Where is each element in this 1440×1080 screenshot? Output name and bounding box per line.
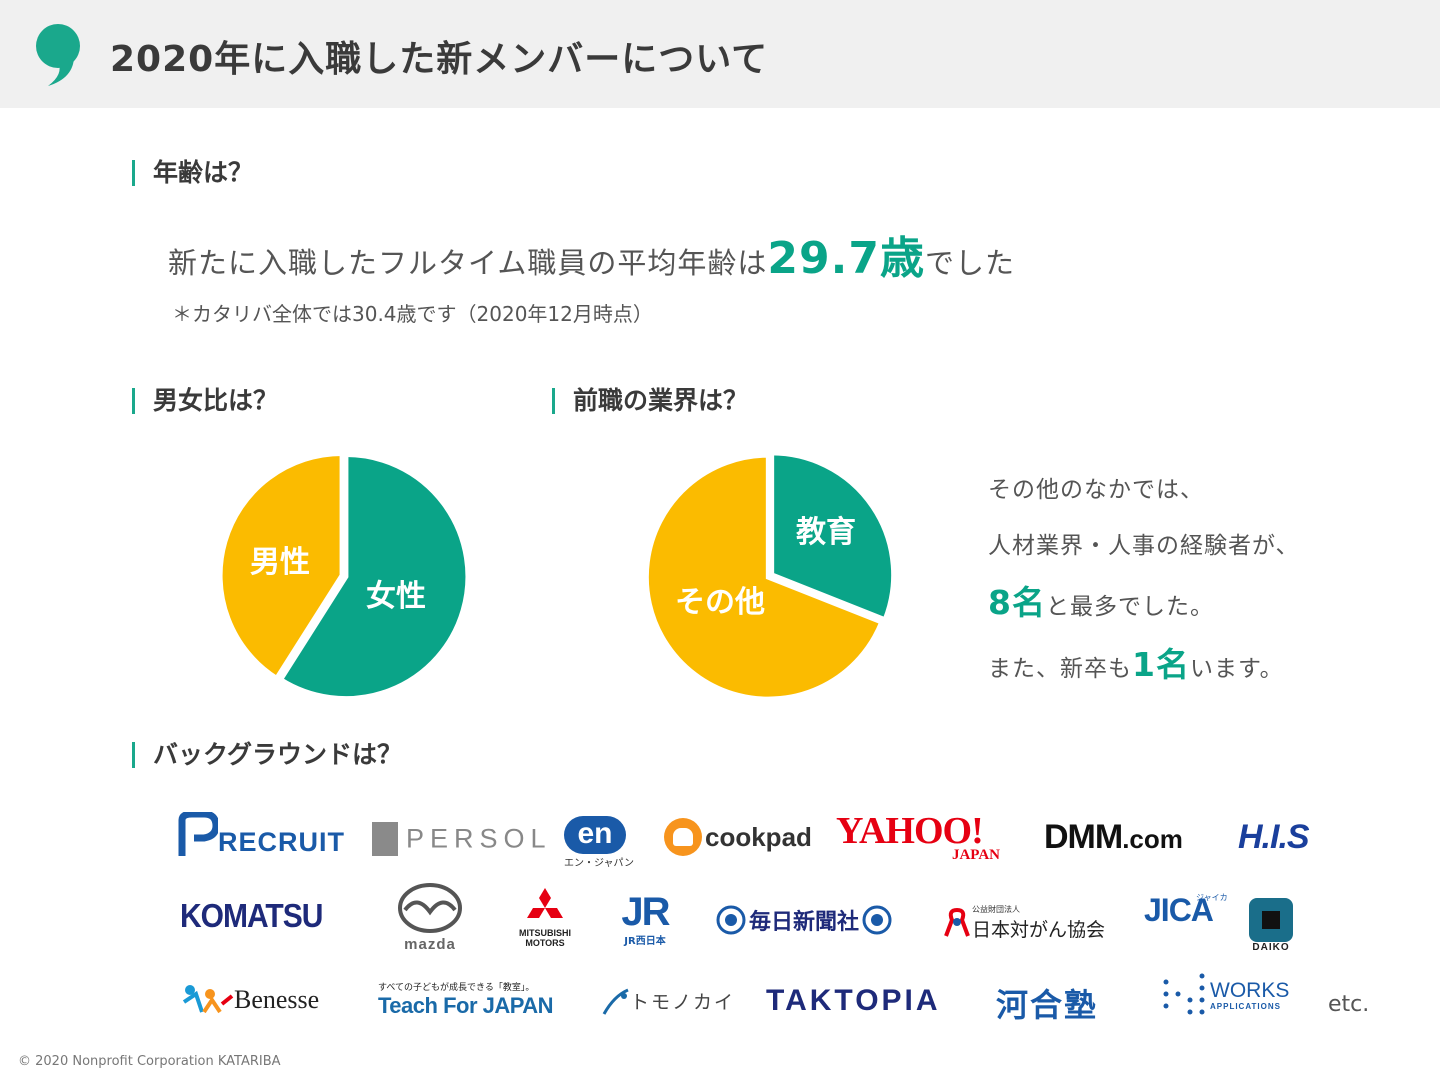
- daiko-wordmark: DAIKO: [1252, 942, 1290, 953]
- pie-slice-female: [277, 452, 471, 702]
- cookpad-wordmark: cookpad: [705, 821, 812, 852]
- logo-daiko: DAIKO: [1246, 898, 1296, 953]
- pie-slice-education: [769, 450, 897, 624]
- works-subtext: APPLICATIONS: [1210, 1001, 1281, 1011]
- works-wordmark: WORKS: [1210, 978, 1290, 1002]
- logo-persol: PERSOL: [372, 822, 552, 856]
- logo-recruit: RECRUIT: [178, 810, 345, 858]
- age-suffix: でした: [924, 246, 1015, 280]
- pie-label-education: 教育: [796, 515, 856, 550]
- age-statement: 新たに入職したフルタイム職員の平均年齢は29.7歳でした: [168, 222, 1015, 286]
- yahoo-wordmark: YAHOO!: [836, 810, 984, 852]
- industry-pie-chart: 教育 その他: [643, 450, 897, 702]
- logo-kawaijuku: 河合塾: [996, 986, 1099, 1024]
- mainichi-eye-icon: [716, 905, 746, 935]
- section-title-industry: 前職の業界は？: [552, 388, 748, 414]
- dmm-wordmark: DMM: [1044, 818, 1123, 856]
- header-bar: 2020年に入職した新メンバーについて: [0, 0, 1440, 108]
- hr-count: 8名: [988, 583, 1046, 622]
- tfj-wordmark: Teach For JAPAN: [378, 993, 554, 1018]
- yahoo-subtext: JAPAN: [951, 847, 1000, 863]
- recruit-mark-icon: [178, 810, 220, 856]
- logo-teach-for-japan: すべての子どもが成長できる「教室」。 Teach For JAPAN: [378, 980, 554, 1019]
- cookpad-mark-icon: [664, 818, 702, 856]
- pie-label-female: 女性: [366, 579, 426, 614]
- logo-komatsu: KOMATSU: [180, 898, 323, 935]
- benesse-wordmark: Benesse: [234, 985, 320, 1014]
- section-title-gender: 男女比は？: [132, 388, 278, 414]
- pink-ribbon-icon: [944, 908, 970, 937]
- industry-note-line4-prefix: また、新卒も: [988, 656, 1132, 682]
- logo-jr-west: JR JR西日本: [612, 892, 678, 947]
- logo-cookpad: cookpad: [664, 818, 812, 856]
- logo-jica: JICA ジャイカ: [1144, 892, 1228, 929]
- logo-en-japan: en エン・ジャパン: [564, 816, 634, 869]
- mainichi-eye-icon-right: [862, 905, 892, 935]
- mitsubishi-mark-icon: [527, 888, 563, 918]
- pie-label-male: 男性: [250, 545, 310, 580]
- age-prefix: 新たに入職したフルタイム職員の平均年齢は: [168, 246, 768, 280]
- mazda-mark-icon: [398, 883, 462, 933]
- industry-note-line3: 8名と最多でした。: [988, 576, 1214, 624]
- jr-wordmark: JR: [621, 890, 670, 934]
- logo-mainichi: 毎日新聞社: [716, 904, 892, 936]
- tfj-subtext: すべての子どもが成長できる「教室」。: [378, 983, 535, 993]
- logo-gan-kyokai: 公益財団法人 日本対がん協会: [944, 904, 1105, 942]
- katariba-logo-icon: [36, 24, 80, 86]
- industry-note-line4: また、新卒も1名います。: [988, 638, 1284, 686]
- en-subtext: エン・ジャパン: [564, 858, 634, 869]
- mainichi-wordmark: 毎日新聞社: [749, 909, 860, 935]
- logo-taktopia: TAKTOPIA: [766, 984, 941, 1017]
- logo-works-applications: WORKS APPLICATIONS: [1162, 972, 1289, 1018]
- etc-label: etc.: [1328, 992, 1370, 1017]
- logo-yahoo: YAHOO! JAPAN: [836, 810, 1006, 863]
- section-title-age: 年齢は？: [132, 160, 253, 186]
- mitsubishi-subtext: MOTORS: [525, 938, 565, 948]
- works-text-block: WORKS APPLICATIONS: [1210, 978, 1290, 1011]
- new-grad-count: 1名: [1132, 645, 1190, 684]
- benesse-mark-icon: [182, 985, 234, 1014]
- gan-text-block: 公益財団法人 日本対がん協会: [972, 904, 1105, 942]
- industry-note-line1: その他のなかでは、: [988, 477, 1204, 503]
- gan-wordmark: 日本対がん協会: [972, 919, 1106, 941]
- en-wordmark: en: [564, 816, 626, 854]
- age-note: ＊カタリバ全体では30.4歳です（2020年12月時点）: [172, 302, 653, 326]
- industry-note-line3-rest: と最多でした。: [1045, 594, 1214, 620]
- logo-benesse: Benesse: [180, 982, 319, 1018]
- gan-subtext: 公益財団法人: [972, 905, 1020, 914]
- gender-pie-chart: 女性 男性: [217, 450, 471, 702]
- daiko-mark-icon: [1249, 898, 1293, 942]
- logo-tomonokai: トモノカイ: [600, 986, 735, 1016]
- tomonokai-mark-icon: [602, 988, 629, 1015]
- logo-dmm: DMM.com: [1044, 818, 1183, 857]
- copyright: © 2020 Nonprofit Corporation KATARIBA: [18, 1054, 281, 1069]
- industry-note-line4-suffix: います。: [1189, 656, 1284, 682]
- jica-subtext: ジャイカ: [1196, 893, 1228, 902]
- pie-label-other: その他: [675, 585, 765, 620]
- logo-his: H.I.S: [1238, 818, 1310, 856]
- persol-mark-icon: [372, 822, 398, 856]
- dmm-suffix: .com: [1122, 824, 1183, 854]
- page-title: 2020年に入職した新メンバーについて: [110, 39, 769, 80]
- jica-wordmark: JICA: [1144, 892, 1214, 928]
- logo-mazda: mazda: [394, 882, 466, 952]
- logo-mitsubishi: MITSUBISHI MOTORS: [512, 888, 578, 948]
- mazda-wordmark: mazda: [404, 936, 456, 953]
- recruit-wordmark: RECRUIT: [218, 827, 345, 857]
- pie-slice-male: [217, 450, 345, 682]
- jr-subtext: JR西日本: [624, 936, 666, 947]
- pie-slice-other: [643, 452, 886, 702]
- mitsubishi-wordmark: MITSUBISHI: [518, 928, 571, 938]
- works-dots-icon: [1163, 973, 1205, 1015]
- tomonokai-wordmark: トモノカイ: [630, 991, 736, 1014]
- industry-note-line2: 人材業界・人事の経験者が、: [988, 533, 1300, 559]
- section-title-background: バックグラウンドは？: [132, 742, 402, 768]
- age-value: 29.7歳: [767, 233, 925, 284]
- persol-wordmark: PERSOL: [406, 823, 552, 854]
